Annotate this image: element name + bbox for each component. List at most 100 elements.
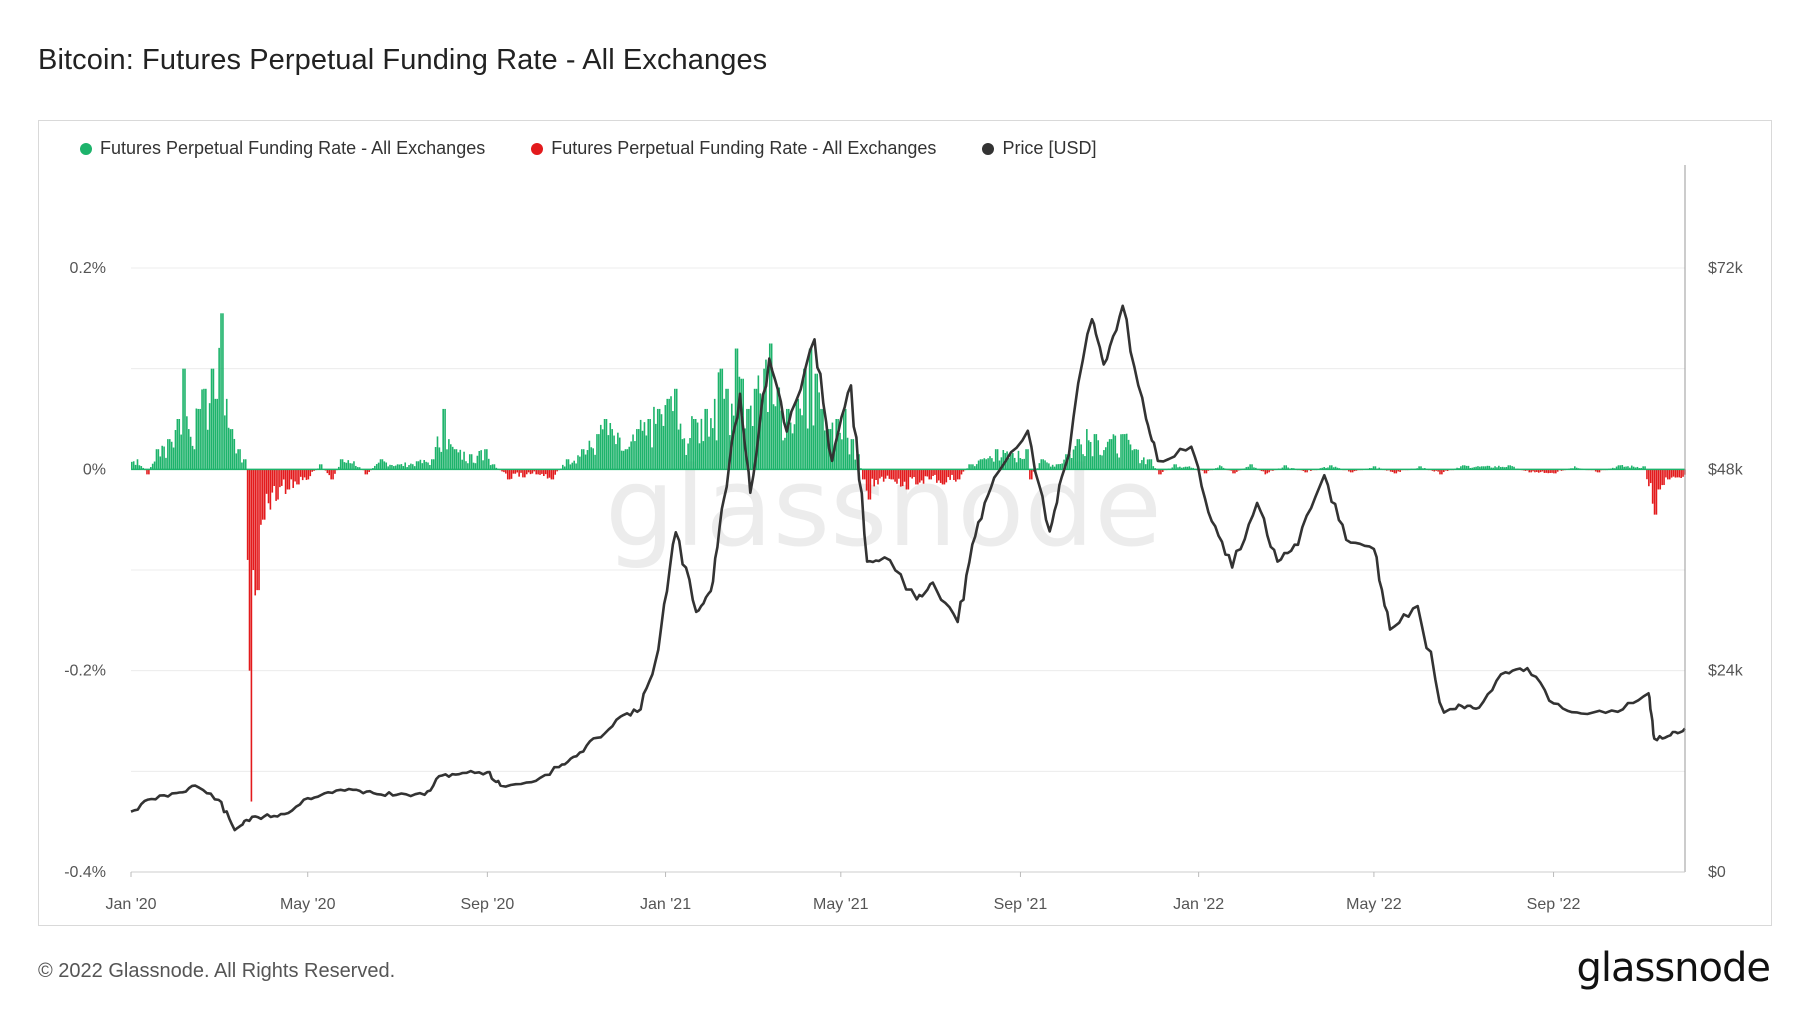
funding-rate-bar: [696, 422, 699, 470]
funding-rate-bar: [1420, 466, 1422, 470]
funding-rate-bar: [749, 405, 752, 470]
funding-rate-bar: [328, 469, 331, 476]
funding-rate-bar: [844, 408, 847, 470]
funding-rate-bar: [341, 459, 344, 470]
funding-rate-bar: [776, 388, 779, 470]
funding-rate-bar: [1509, 465, 1512, 470]
funding-rate-bar: [250, 469, 253, 802]
funding-rate-bar: [165, 457, 167, 470]
funding-rate-bar: [1152, 466, 1155, 470]
funding-rate-bar: [960, 469, 963, 475]
funding-rate-bar: [280, 469, 283, 486]
funding-rate-bar: [653, 406, 655, 470]
funding-rate-bar: [632, 434, 634, 470]
funding-rate-bar: [841, 439, 843, 470]
funding-rate-bar: [639, 419, 642, 470]
legend-item-positive-funding[interactable]: Futures Perpetual Funding Rate - All Exc…: [80, 138, 485, 159]
funding-rate-bar: [1649, 469, 1652, 484]
funding-rate-bar: [691, 416, 693, 470]
funding-rate-bar: [413, 466, 416, 470]
funding-rate-bar: [256, 469, 258, 591]
funding-rate-bar: [1433, 469, 1436, 472]
y-left-tick-label: -0.2%: [64, 663, 106, 680]
funding-rate-bar: [875, 469, 877, 481]
funding-rate-bar: [637, 429, 640, 470]
funding-rate-bar: [1057, 464, 1060, 470]
funding-rate-bar: [290, 469, 293, 480]
funding-rate-bar: [421, 463, 424, 470]
funding-rate-bar: [132, 461, 135, 470]
funding-rate-bar: [1555, 469, 1557, 474]
funding-rate-bar: [480, 450, 482, 470]
funding-rate-bar: [1114, 435, 1117, 470]
funding-rate-bar: [943, 469, 946, 485]
funding-rate-bar: [1002, 450, 1005, 470]
funding-rate-bar: [1082, 454, 1084, 470]
funding-rate-bar: [968, 464, 970, 470]
funding-rate-bar: [353, 461, 355, 470]
funding-rate-bar: [1093, 434, 1096, 470]
y-right-tick-label: $24k: [1708, 663, 1744, 680]
x-tick-label: Jan '21: [640, 896, 691, 913]
axes: 0.2% 0% -0.2% -0.4% $72k $48k $24k $0 Jan '20 May…: [64, 165, 1744, 913]
x-tick-label: May '20: [280, 896, 336, 913]
funding-rate-bar: [1329, 465, 1331, 470]
funding-rate-bar: [284, 469, 287, 494]
funding-rate-bar: [263, 469, 266, 520]
funding-rate-bar: [1025, 449, 1027, 470]
funding-rate-bar: [206, 429, 209, 470]
funding-rate-bar: [503, 469, 505, 473]
funding-rate-bar: [170, 441, 173, 470]
funding-rate-bar: [565, 459, 568, 470]
funding-rate-bar: [149, 467, 152, 470]
funding-rate-bar: [624, 449, 627, 470]
legend-item-negative-funding[interactable]: Futures Perpetual Funding Rate - All Exc…: [531, 138, 936, 159]
funding-rate-bar: [981, 459, 984, 470]
legend-item-price[interactable]: Price [USD]: [982, 138, 1096, 159]
funding-rate-bar: [983, 458, 986, 470]
funding-rate-bar: [643, 422, 646, 470]
funding-rate-bar: [1133, 449, 1136, 470]
x-tick-label: Sep '22: [1527, 896, 1581, 913]
funding-rate-bar: [495, 467, 498, 470]
funding-rate-bar: [1467, 465, 1470, 470]
funding-rate-bar: [1217, 467, 1219, 470]
funding-rate-bar: [740, 378, 743, 470]
funding-rate-bar: [656, 408, 659, 470]
funding-rate-bar: [573, 460, 575, 470]
funding-rate-bar: [527, 469, 530, 473]
funding-rate-bar: [865, 469, 868, 491]
funding-rate-bar: [208, 403, 211, 470]
funding-rate-bar: [544, 469, 547, 475]
funding-rate-bar: [465, 461, 467, 470]
funding-rate-bar: [1310, 469, 1312, 471]
funding-rate-bar: [1391, 469, 1394, 473]
funding-rate-bar: [1268, 469, 1270, 473]
funding-rate-bar: [486, 449, 488, 470]
funding-rate-bar: [734, 348, 737, 470]
funding-rate-bar: [951, 469, 953, 475]
glassnode-logo[interactable]: glassnode: [1576, 945, 1771, 991]
funding-rate-bar: [296, 469, 298, 485]
funding-rate-bar: [151, 463, 154, 470]
funding-rate-bar: [930, 469, 932, 480]
funding-rate-bar: [482, 460, 484, 470]
funding-rate-bar: [880, 469, 883, 477]
funding-rate-bar: [140, 466, 143, 470]
funding-rate-bar: [201, 389, 203, 470]
funding-rate-bar: [1480, 466, 1483, 470]
funding-rate-bar: [1059, 464, 1062, 470]
funding-rate-bar: [512, 469, 515, 474]
funding-rate-bar: [617, 432, 619, 470]
funding-rate-bar: [1086, 429, 1088, 470]
funding-rate-bar: [313, 469, 315, 471]
funding-rate-bar: [489, 465, 492, 470]
funding-rate-bar: [505, 469, 507, 474]
funding-rate-bar: [1306, 469, 1308, 473]
funding-rate-bar: [451, 446, 454, 470]
funding-rate-bar: [1629, 467, 1631, 470]
funding-rate-bar: [501, 469, 503, 472]
funding-rate-bar: [843, 408, 845, 470]
funding-rate-bar: [675, 388, 678, 470]
funding-rate-bar: [224, 415, 226, 470]
